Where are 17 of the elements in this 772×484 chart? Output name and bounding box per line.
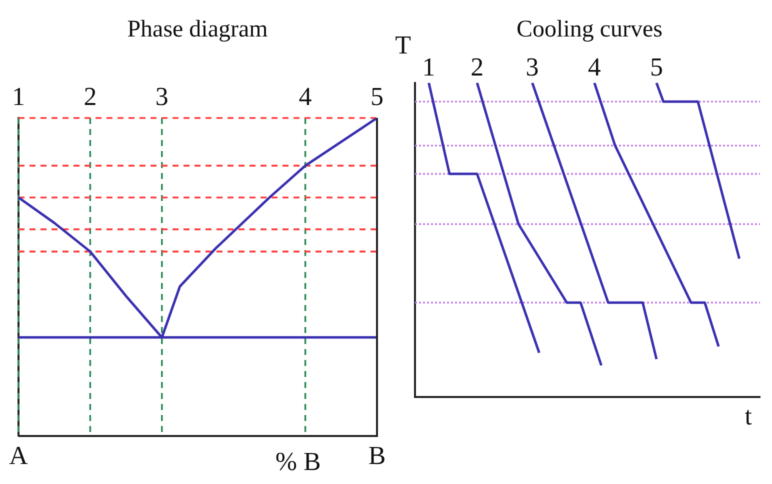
x-tick-label: 5: [370, 82, 384, 112]
text: A: [9, 440, 28, 470]
y-axis-title: T: [395, 30, 412, 60]
x-tick-label: 3: [155, 82, 168, 112]
series-label: 5: [650, 52, 663, 82]
series-label: 4: [588, 52, 601, 82]
x-axis-title: % B: [275, 446, 321, 476]
chart-title: Phase diagram: [127, 16, 268, 43]
text: B: [368, 440, 386, 470]
series-label: 2: [470, 52, 484, 82]
series-label: 1: [422, 52, 436, 82]
x-tick-label: 1: [12, 82, 25, 112]
x-tick-label: 2: [84, 82, 97, 112]
x-tick-label: 4: [298, 82, 312, 112]
x-axis-title: t: [744, 402, 753, 431]
chart-title: Cooling curves: [516, 16, 662, 43]
series-label: 3: [526, 52, 539, 82]
